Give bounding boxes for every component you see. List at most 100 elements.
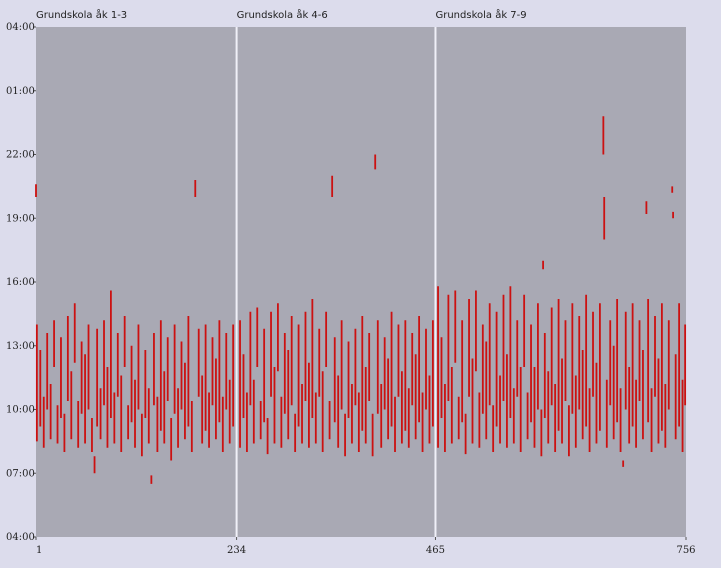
segment [180,341,183,410]
segment [657,358,660,444]
segment [622,460,625,467]
segment [116,333,119,397]
segment [177,388,179,448]
segment [63,413,66,452]
segment [574,375,577,448]
segment [506,354,508,448]
segment [588,388,591,452]
segment [187,316,190,427]
panel-title: Grundskola åk 4-6 [237,8,328,21]
segment [400,371,403,444]
segment [550,307,553,406]
segment [428,375,431,444]
segment [602,116,605,155]
segment [530,324,532,423]
segment [645,201,648,214]
segment [87,324,90,410]
segment [215,358,217,440]
y-tick-label: 16:00 [6,277,35,288]
segment [290,316,293,406]
segment [49,384,52,440]
segment [73,303,76,363]
segment [147,388,150,444]
segment [301,384,303,444]
x-tick-label: 465 [426,545,445,556]
segment [311,299,314,418]
segment [660,303,663,431]
panel-title: Grundskola åk 7-9 [435,8,526,21]
segment [581,350,584,440]
segment [457,396,460,440]
segment [512,388,515,444]
segment [495,311,498,427]
segment [106,367,109,448]
segment [397,324,400,397]
segment [218,320,221,423]
segment [333,337,336,423]
segment [113,392,116,444]
segment [225,333,228,410]
segment [543,333,546,418]
segment [609,320,612,406]
segment [464,413,467,455]
segment [519,367,522,452]
segment [411,333,414,406]
segment [120,375,123,452]
segment [190,401,193,452]
segment [672,211,674,219]
segment [144,350,147,418]
segment [578,316,581,410]
segment [53,320,55,367]
segment [557,299,560,431]
segment [564,320,567,401]
segment [347,341,350,418]
segment [277,303,279,372]
segment [130,345,133,423]
segment [595,362,598,444]
segment [471,358,474,444]
segment [603,197,606,240]
segment [137,324,140,410]
segment [383,337,386,410]
segment [70,371,73,440]
segment [481,324,484,414]
segment [239,320,241,448]
segment [364,367,367,444]
segment [654,316,656,397]
segment [134,379,136,448]
segment [39,350,42,427]
segment [499,375,501,444]
y-tick-label: 01:00 [6,86,35,97]
segment [163,371,166,444]
segment [431,320,434,427]
y-tick-label: 04:00 [6,22,35,33]
segment [681,379,684,452]
segment [371,413,374,457]
x-tick-label: 1 [36,545,42,556]
segment [259,401,262,440]
y-tick-label: 19:00 [6,213,35,224]
segment [537,303,539,410]
y-tick-label: 04:00 [6,532,35,543]
segment [273,367,276,444]
segment [547,371,550,444]
segment [197,328,200,397]
x-tick-label: 756 [676,545,695,556]
x-tick-label: 234 [227,545,246,556]
segment [628,367,631,444]
segment [361,316,364,431]
segment [221,396,224,452]
segment [631,303,634,427]
segment [616,299,619,423]
segment [294,413,297,452]
segment [77,401,80,448]
segment [103,320,105,406]
segment [159,320,162,431]
segment [127,405,130,440]
segment [407,388,410,448]
segment [612,345,615,440]
segment [150,475,153,484]
segment [184,362,186,440]
y-tick-label: 10:00 [6,405,35,416]
segment [624,311,627,410]
